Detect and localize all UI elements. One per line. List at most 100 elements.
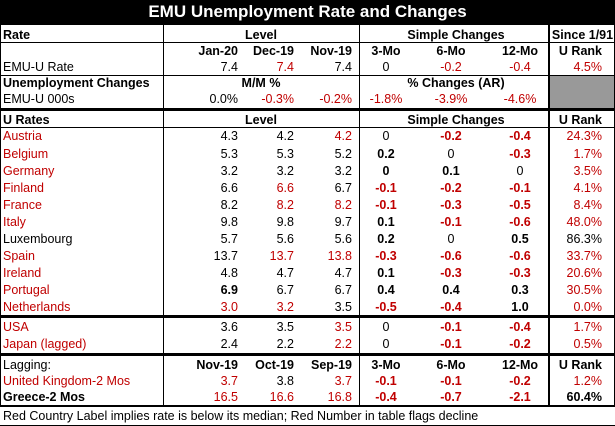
- table-cell: 13.7: [269, 249, 294, 263]
- table-cell: Belgium: [3, 147, 49, 161]
- table-cell: 4.5%: [573, 60, 603, 74]
- table-row: Finland 6.6 6.6 6.7 -0.1 -0.2 -0.1 4.1%: [0, 180, 615, 196]
- table-cell: 3.7: [334, 374, 352, 388]
- table-row: Belgium 5.3 5.3 5.2 0.2 0 -0.3 1.7%: [0, 146, 615, 162]
- table-cell: 4.2: [276, 129, 294, 143]
- table-cell: 0.2: [377, 147, 395, 161]
- table-cell: 0: [382, 60, 390, 74]
- column-divider: [163, 24, 164, 405]
- column-divider: [359, 24, 360, 405]
- table-cell: Japan (lagged): [3, 337, 87, 351]
- table-cell: United Kingdom-2 Mos: [3, 374, 131, 388]
- table-cell: -0.3%: [261, 92, 294, 106]
- table-title: EMU Unemployment Rate and Changes: [0, 0, 615, 24]
- table-cell: -0.2: [440, 129, 462, 143]
- table-cell: 1.7%: [573, 320, 603, 334]
- table-cell: Germany: [3, 164, 55, 178]
- table-cell: 2.2: [276, 337, 294, 351]
- table-row: Lagging: Nov-19 Oct-19 Sep-19 3-Mo 6-Mo 12-Mo U…: [0, 357, 615, 373]
- table-cell: 33.7%: [566, 249, 602, 263]
- table-cell: -0.3: [509, 147, 531, 161]
- table-cell: M/M %: [241, 76, 281, 90]
- table-cell: 0.1: [377, 266, 395, 280]
- table-cell: 0: [447, 147, 455, 161]
- table-cell: 9.7: [334, 215, 352, 229]
- table-cell: Oct-19: [255, 358, 294, 372]
- table-cell: U Rank: [558, 44, 602, 58]
- table-cell: 3.8: [276, 374, 294, 388]
- table-cell: 7.4: [334, 60, 352, 74]
- table-cell: 3.0: [220, 300, 238, 314]
- table-cell: 6-Mo: [436, 44, 466, 58]
- table-row: USA 3.6 3.5 3.5 0 -0.1 -0.4 1.7%: [0, 319, 615, 335]
- table-cell: Rate: [3, 28, 31, 42]
- table-row: Luxembourg 5.7 5.6 5.6 0.2 0 0.5 86.3%: [0, 231, 615, 247]
- table-cell: 1.7%: [573, 147, 603, 161]
- shaded-cell: [550, 91, 615, 109]
- table-cell: -0.6: [440, 249, 462, 263]
- table-cell: Netherlands: [3, 300, 71, 314]
- footnote: Red Country Label implies rate is below …: [3, 409, 479, 423]
- row-divider: [0, 42, 615, 43]
- table-cell: 48.0%: [566, 215, 602, 229]
- table-cell: -0.3: [440, 266, 462, 280]
- table-cell: 12-Mo: [501, 358, 539, 372]
- table-cell: 13.8: [327, 249, 352, 263]
- table-cell: -0.4: [509, 60, 531, 74]
- table-cell: 4.3: [220, 129, 238, 143]
- table-cell: 1.2%: [573, 374, 603, 388]
- table-cell: 6.7: [334, 181, 352, 195]
- table-cell: 5.7: [220, 232, 238, 246]
- table-cell: 3.7: [220, 374, 238, 388]
- table-cell: 3-Mo: [371, 358, 401, 372]
- table-cell: Luxembourg: [3, 232, 73, 246]
- table-cell: 8.4%: [573, 198, 603, 212]
- table-cell: 4.7: [276, 266, 294, 280]
- table-cell: -2.1: [509, 390, 531, 404]
- table-cell: -0.4: [440, 300, 462, 314]
- table-cell: -0.5: [509, 198, 531, 212]
- column-divider: [0, 24, 1, 405]
- table-cell: 8.2: [334, 198, 352, 212]
- table-cell: -0.2: [440, 181, 462, 195]
- table-row: Jan-20 Dec-19 Nov-19 3-Mo 6-Mo 12-Mo U Rank: [0, 43, 615, 59]
- table-cell: 6-Mo: [436, 358, 466, 372]
- table-row: Rate Level Simple Changes Since 1/91: [0, 27, 615, 43]
- table-cell: Level: [245, 28, 277, 42]
- table-cell: 86.3%: [566, 232, 602, 246]
- table-cell: 8.2: [220, 198, 238, 212]
- table-cell: Finland: [3, 181, 44, 195]
- table-cell: -0.2: [509, 337, 531, 351]
- table-cell: -0.1: [375, 374, 397, 388]
- table-row: EMU-U Rate 7.4 7.4 7.4 0 -0.2 -0.4 4.5%: [0, 59, 615, 75]
- table-cell: Spain: [3, 249, 35, 263]
- table-cell: Lagging:: [3, 358, 51, 372]
- table-cell: -0.2%: [319, 92, 352, 106]
- table-cell: 24.3%: [566, 129, 602, 143]
- table-cell: 6.7: [334, 283, 352, 297]
- table-cell: 0.1: [442, 164, 460, 178]
- table-cell: 5.6: [276, 232, 294, 246]
- table-row: Germany 3.2 3.2 3.2 0 0.1 0 3.5%: [0, 163, 615, 179]
- table-cell: EMU-U 000s: [3, 92, 75, 106]
- table-cell: -0.1: [375, 198, 397, 212]
- table-cell: 60.4%: [566, 390, 602, 404]
- table-cell: Greece-2 Mos: [3, 390, 85, 404]
- table-cell: Dec-19: [253, 44, 294, 58]
- table-cell: 3.2: [334, 164, 352, 178]
- table-cell: -4.6%: [503, 92, 537, 106]
- table-cell: [3, 43, 163, 59]
- table-cell: EMU-U Rate: [3, 60, 74, 74]
- shaded-cell: [550, 75, 615, 91]
- table-cell: 5.3: [220, 147, 238, 161]
- column-divider: [548, 24, 550, 405]
- table-cell: -0.1: [509, 181, 531, 195]
- table-row: United Kingdom-2 Mos 3.7 3.8 3.7 -0.1 -0.1 -0.…: [0, 373, 615, 389]
- table-cell: 4.7: [334, 266, 352, 280]
- row-divider: [0, 405, 615, 407]
- table-cell: 2.4: [220, 337, 238, 351]
- table-cell: 3.5: [334, 320, 352, 334]
- table-cell: -0.2: [509, 374, 531, 388]
- table-cell: Simple Changes: [407, 113, 505, 127]
